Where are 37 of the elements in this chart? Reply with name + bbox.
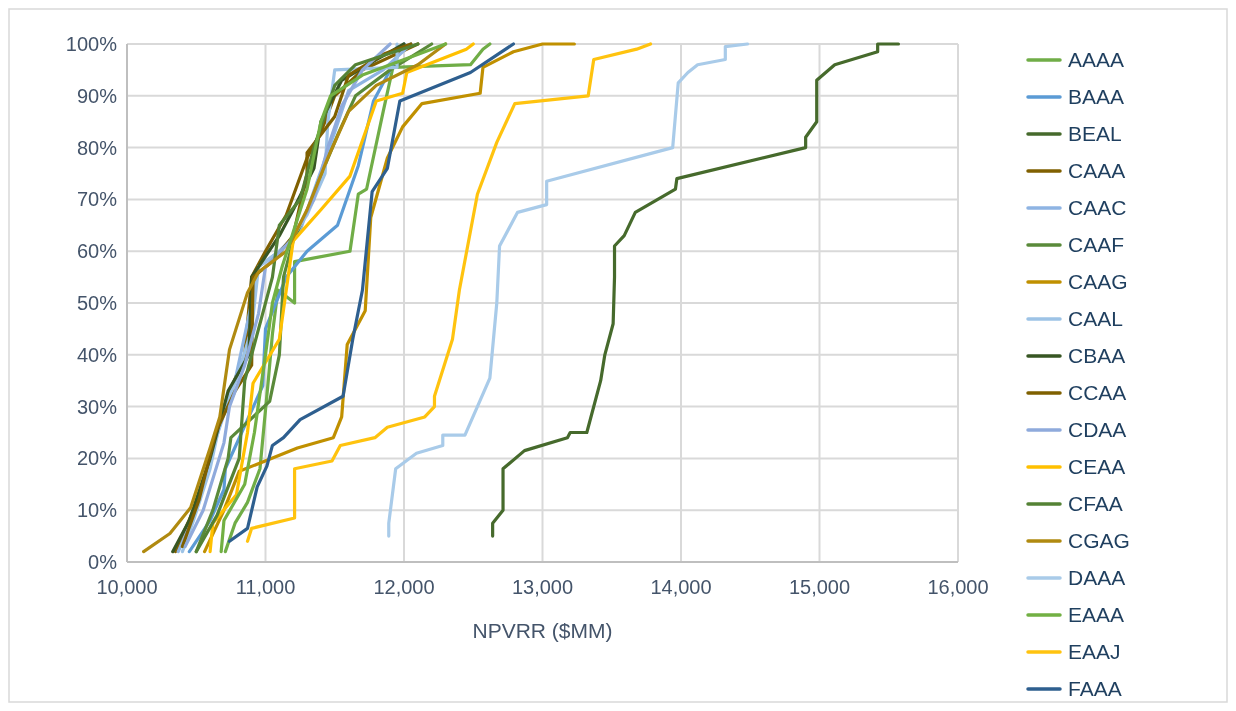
x-tick-label: 14,000 [650,576,712,598]
x-tick-label: 11,000 [235,576,296,598]
x-tick-label: 16,000 [927,576,989,598]
x-axis-title: NPVRR ($MM) [472,619,613,642]
legend-label: CBAA [1068,344,1126,368]
x-tick-label: 13,000 [511,576,574,598]
legend-label: CFAA [1068,492,1123,516]
legend-label: CAAG [1068,270,1128,294]
legend-label: AAAA [1068,48,1125,72]
x-tick-label: 12,000 [373,576,435,598]
y-tick-label: 60% [76,240,118,263]
x-tick-label: 15,000 [788,576,851,598]
legend-label: CAAL [1068,307,1123,331]
legend-label: BEAL [1068,122,1122,146]
legend-label: BAAA [1068,85,1125,109]
legend-label: CCAA [1068,381,1127,405]
legend-label: EAAA [1068,603,1125,627]
y-tick-label: 100% [65,33,118,55]
y-tick-label: 40% [76,343,118,366]
y-tick-label: 0% [88,551,118,573]
legend-label: CAAF [1068,233,1125,257]
y-tick-label: 90% [76,84,118,107]
legend-label: EAAJ [1068,640,1121,664]
y-tick-label: 70% [76,188,118,211]
y-tick-label: 50% [76,292,118,314]
x-tick-label: 10,000 [96,576,158,598]
legend-label: DAAA [1068,566,1126,590]
y-tick-label: 20% [76,447,118,470]
legend-label: CEAA [1068,455,1126,479]
legend-label: CAAC [1068,196,1127,220]
legend-label: CAAA [1068,159,1126,183]
legend-label: CGAG [1068,529,1130,553]
legend-label: CDAA [1068,418,1127,442]
y-tick-label: 30% [76,395,118,418]
y-tick-label: 10% [76,499,118,522]
y-tick-label: 80% [76,136,118,159]
legend-label: FAAA [1068,677,1122,701]
